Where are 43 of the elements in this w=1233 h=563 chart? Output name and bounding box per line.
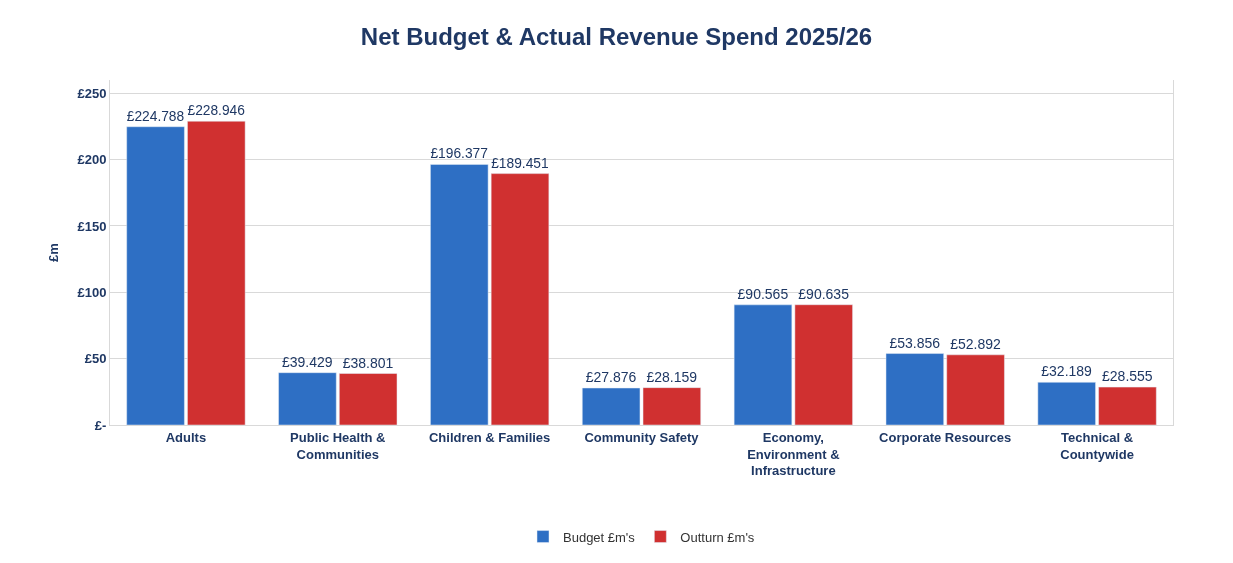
data-label: £27.876 <box>585 369 637 386</box>
x-tick-label: Children & Families <box>428 429 551 445</box>
data-label: £196.377 <box>430 146 488 162</box>
legend-label: Outturn £m's <box>680 529 755 545</box>
y-axis-title: £m <box>46 243 62 262</box>
data-label: £39.429 <box>282 353 333 370</box>
bar <box>885 353 944 425</box>
bar <box>733 304 793 425</box>
y-tick-label: £250 <box>77 85 107 101</box>
bar <box>490 173 550 425</box>
x-tick-label: Technical & Countywide <box>1060 429 1134 462</box>
data-label: £28.555 <box>1102 368 1153 385</box>
y-tick-label: £100 <box>77 284 107 300</box>
y-tick-label: £200 <box>77 152 107 168</box>
data-label: £189.451 <box>491 155 549 171</box>
chart-title: Net Budget & Actual Revenue Spend 2025/26 <box>360 22 873 50</box>
bar <box>1037 382 1096 425</box>
bar <box>339 373 398 425</box>
bar <box>946 354 1005 425</box>
data-label: £38.801 <box>342 354 394 371</box>
data-label: £28.159 <box>646 368 698 385</box>
data-label: £32.189 <box>1041 363 1093 380</box>
bar <box>126 126 185 425</box>
x-tick-label: Adults <box>165 429 207 445</box>
y-tick-label: £150 <box>77 218 107 234</box>
bar <box>278 372 337 425</box>
data-label: £90.565 <box>737 285 789 302</box>
data-label: £90.635 <box>798 285 850 302</box>
data-label: £53.856 <box>889 334 941 351</box>
x-tick-label: Community Safety <box>584 429 700 445</box>
data-label: £52.892 <box>950 335 1001 352</box>
bar <box>794 304 853 425</box>
bar <box>187 120 246 425</box>
x-tick-label: Corporate Resources <box>879 429 1012 445</box>
data-label: £224.788 <box>126 108 185 124</box>
bar <box>1098 386 1157 425</box>
y-tick-label: £50 <box>84 351 107 367</box>
data-label: £228.946 <box>187 103 246 119</box>
y-tick-label: £- <box>94 417 107 433</box>
legend-label: Budget £m's <box>563 529 636 545</box>
x-tick-label: Economy, Environment & Infrastructure <box>747 429 840 479</box>
bar <box>430 164 489 425</box>
x-tick-label: Public Health & Communities <box>290 429 386 462</box>
